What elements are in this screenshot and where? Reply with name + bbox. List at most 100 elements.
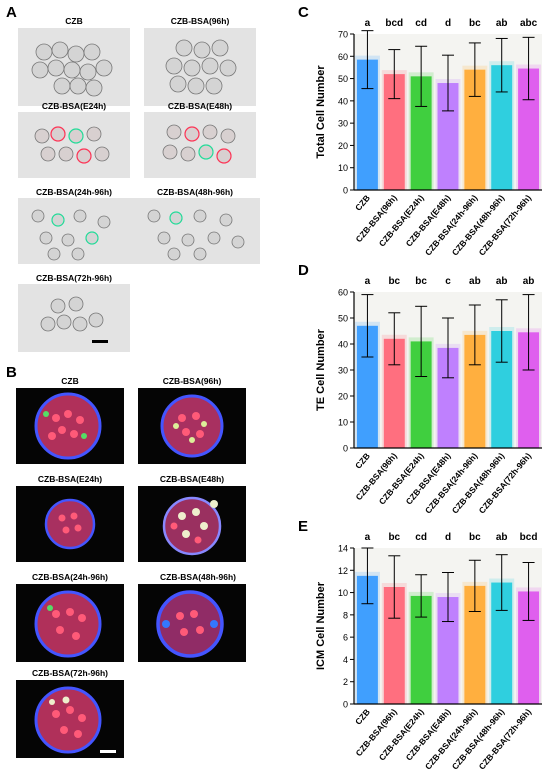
significance-letter: abc [520, 18, 538, 29]
bar [518, 591, 540, 704]
embryo-cluster [165, 39, 237, 95]
fl-title-bsa-e48h: CZB-BSA(E48h) [159, 474, 225, 484]
bar [410, 76, 432, 190]
bar [518, 332, 540, 448]
bf-title-bsa-e24h: CZB-BSA(E24h) [41, 101, 107, 111]
bf-title-bsa-24-96h: CZB-BSA(24h-96h) [35, 187, 113, 197]
bar [383, 587, 405, 704]
significance-letter: cd [415, 532, 427, 543]
bar [410, 341, 432, 448]
fluorescence-image-bsa-e24h [16, 486, 124, 562]
significance-letter: c [445, 276, 451, 287]
y-tick-label: 70 [338, 30, 348, 40]
fluorescence-image-bsa-e48h [138, 486, 246, 562]
significance-letter: bc [469, 532, 481, 543]
fluorescence-image-czb [16, 388, 124, 464]
x-tick-label: CZB [353, 193, 372, 213]
bar [356, 325, 378, 448]
stained-blastocyst [34, 392, 102, 460]
stained-blastocyst [156, 590, 224, 658]
x-tick-label: CZB-BSA(72h-96h) [477, 707, 534, 772]
chart-total-cell-number: 010203040506070aCZBbcdCZB-BSA(96h)cdCZB-… [315, 18, 542, 258]
significance-letter: d [445, 532, 451, 543]
embryo-cluster [31, 209, 111, 261]
x-tick-label: CZB [353, 451, 372, 471]
bar [410, 595, 432, 704]
y-tick-label: 4 [343, 655, 348, 665]
bar [383, 338, 405, 448]
y-tick-label: 0 [343, 186, 348, 196]
bar [491, 582, 513, 704]
embryo-cluster [162, 124, 236, 164]
chart-icm-cell-number: 02468101214aCZBbcCZB-BSA(96h)cdCZB-BSA(E… [315, 532, 542, 772]
y-tick-label: 6 [343, 633, 348, 643]
fl-title-bsa-72-96h: CZB-BSA(72h-96h) [31, 668, 109, 678]
stained-blastocyst [162, 496, 222, 556]
bar [383, 74, 405, 190]
brightfield-image-bsa-96h [144, 28, 256, 106]
brightfield-image-bsa-48-96h [130, 198, 260, 264]
y-tick-label: 50 [338, 314, 348, 324]
y-tick-label: 40 [338, 96, 348, 106]
x-tick-label: CZB [353, 707, 372, 727]
y-tick-label: 30 [338, 366, 348, 376]
bar [464, 334, 486, 448]
significance-letter: a [365, 18, 371, 29]
significance-letter: ab [523, 276, 535, 287]
y-axis-label: TE Cell Number [315, 328, 327, 411]
bar [437, 597, 459, 704]
brightfield-image-czb [18, 28, 130, 106]
y-tick-label: 20 [338, 392, 348, 402]
bar [464, 585, 486, 704]
y-tick-label: 2 [343, 677, 348, 687]
stained-blastocyst [34, 686, 102, 754]
significance-letter: bcd [520, 532, 538, 543]
embryo-cluster [147, 209, 245, 261]
y-tick-label: 50 [338, 74, 348, 84]
bar [518, 68, 540, 190]
y-tick-label: 14 [338, 544, 348, 554]
chart-te-cell-number: 0102030405060aCZBbcCZB-BSA(96h)bcCZB-BSA… [315, 276, 542, 516]
fl-title-bsa-e24h: CZB-BSA(E24h) [37, 474, 103, 484]
x-tick-label: CZB-BSA(72h-96h) [477, 451, 534, 516]
significance-letter: ab [469, 276, 481, 287]
panel-letter-a: A [6, 4, 17, 21]
bar [437, 83, 459, 190]
significance-letter: ab [496, 18, 508, 29]
bf-title-bsa-48-96h: CZB-BSA(48h-96h) [156, 187, 234, 197]
significance-letter: bc [388, 532, 400, 543]
y-tick-label: 60 [338, 288, 348, 298]
y-tick-label: 60 [338, 52, 348, 62]
y-tick-label: 8 [343, 610, 348, 620]
bar [491, 65, 513, 190]
scale-bar [100, 750, 116, 753]
panel-letter-e: E [298, 518, 309, 535]
bar [356, 59, 378, 190]
significance-letter: a [365, 276, 371, 287]
bf-title-bsa-96h: CZB-BSA(96h) [170, 16, 230, 26]
significance-letter: bc [469, 18, 481, 29]
fluorescence-image-bsa-72-96h [16, 680, 124, 758]
significance-letter: bcd [385, 18, 403, 29]
brightfield-image-bsa-e24h [18, 112, 130, 178]
embryo-cluster [40, 296, 104, 332]
bf-title-bsa-72-96h: CZB-BSA(72h-96h) [35, 273, 113, 283]
brightfield-image-bsa-72-96h [18, 284, 130, 352]
panel-letter-c: C [298, 4, 309, 21]
brightfield-image-bsa-24-96h [18, 198, 130, 264]
significance-letter: ab [496, 276, 508, 287]
significance-letter: bc [388, 276, 400, 287]
embryo-cluster [31, 41, 113, 97]
y-tick-label: 20 [338, 141, 348, 151]
fluorescence-image-bsa-96h [138, 388, 246, 464]
bar [491, 331, 513, 448]
bar [356, 575, 378, 704]
bar [437, 347, 459, 448]
fluorescence-image-bsa-48-96h [138, 584, 246, 662]
brightfield-image-bsa-e48h [144, 112, 256, 178]
y-tick-label: 30 [338, 119, 348, 129]
y-tick-label: 10 [338, 588, 348, 598]
significance-letter: ab [496, 532, 508, 543]
y-tick-label: 12 [338, 566, 348, 576]
fl-title-bsa-24-96h: CZB-BSA(24h-96h) [31, 572, 109, 582]
